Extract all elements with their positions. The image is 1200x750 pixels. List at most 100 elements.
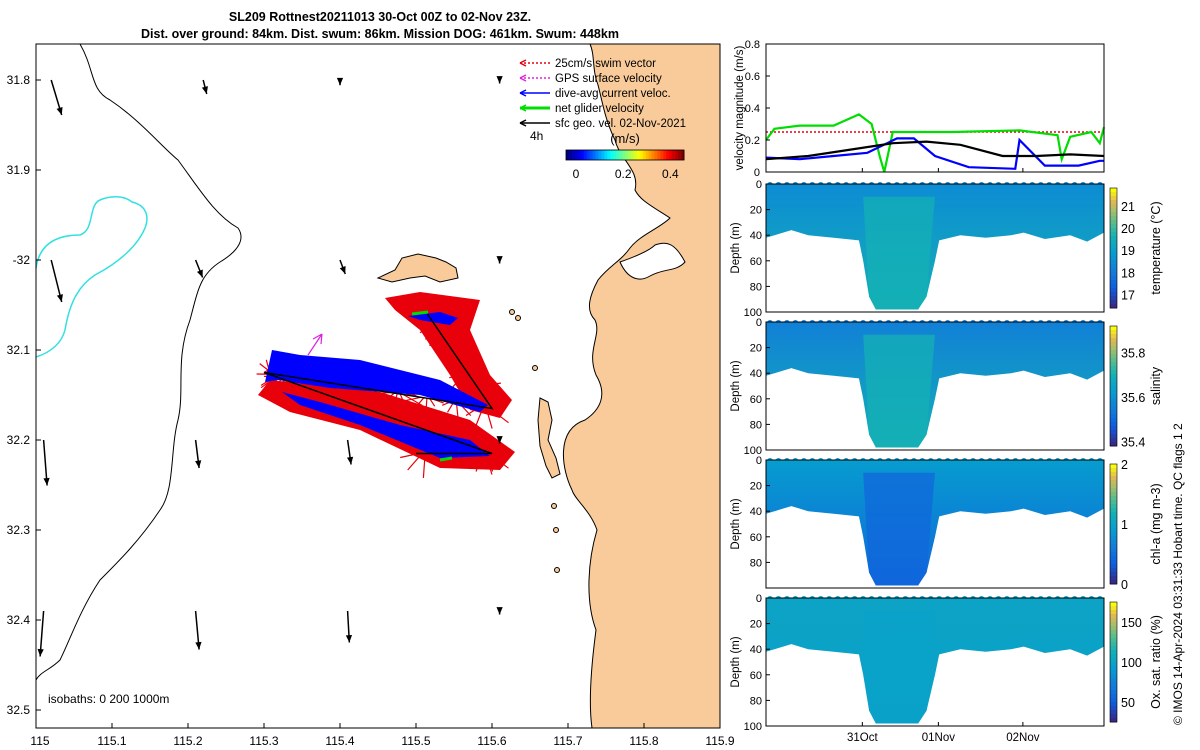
oxygen-colorbar-cell	[1110, 658, 1117, 663]
map-y-tick-label: 32.3	[7, 523, 31, 537]
salinity-sample-dot	[885, 320, 892, 326]
oxygen-sample-dot	[995, 596, 1002, 602]
temperature-colorbar-tick-label: 18	[1121, 266, 1135, 280]
legend-swatch-arrowhead	[519, 74, 527, 82]
chla-sample-dot	[1088, 458, 1095, 464]
temperature-colorbar-cell	[1110, 236, 1117, 241]
temperature-sample-dot	[970, 182, 977, 188]
salinity-sample-dot	[851, 320, 858, 326]
chla-colorbar-cell	[1110, 548, 1117, 553]
map-colorbar-cell	[651, 150, 655, 160]
salinity-colorbar-cell	[1110, 438, 1117, 443]
temperature-y-axis-label: Depth (m)	[730, 222, 742, 273]
temperature-colorbar-cell	[1110, 200, 1117, 205]
chla-colorbar-cell	[1110, 512, 1117, 517]
temperature-sample-dot	[1063, 182, 1070, 188]
oxygen-colorbar-cell	[1110, 698, 1117, 703]
map-x-tick-label: 115.8	[629, 734, 658, 748]
oxygen-colorbar-cell	[1110, 642, 1117, 647]
chla-colorbar-cell	[1110, 568, 1117, 573]
chart-title-line1: SL209 Rottnest20211013 30-Oct 00Z to 02-…	[228, 10, 532, 24]
map-colorbar-cell	[622, 150, 626, 160]
geo-velocity-arrowhead	[195, 460, 202, 468]
current-velocity-band	[282, 392, 490, 458]
chla-colorbar-cell	[1110, 484, 1117, 489]
geo-velocity-arrowhead	[496, 436, 503, 444]
chla-sample-dot	[936, 458, 943, 464]
chla-sample-dot	[995, 458, 1002, 464]
map-colorbar-cell	[663, 150, 667, 160]
oxygen-colorbar-cell	[1110, 654, 1117, 659]
salinity-frame	[765, 321, 1105, 451]
oxygen-sample-dot	[868, 596, 875, 602]
chla-sample-dot	[902, 458, 909, 464]
geo-velocity-arrowhead	[56, 294, 63, 302]
chla-sample-dot	[851, 458, 858, 464]
chla-sample-dot	[919, 458, 926, 464]
salinity-trough-area	[863, 334, 935, 448]
geo-velocity-arrowhead	[339, 266, 346, 274]
map-colorbar-cell	[592, 150, 596, 160]
chla-sample-dot	[1012, 458, 1019, 464]
geo-velocity-arrowhead	[195, 641, 202, 650]
temperature-colorbar-cell	[1110, 196, 1117, 201]
oxygen-sample-dot	[885, 596, 892, 602]
velocity-background	[766, 44, 1104, 172]
salinity-colorbar-cell	[1110, 390, 1117, 395]
chla-colorbar-cell	[1110, 564, 1117, 569]
salinity-colorbar-cell	[1110, 398, 1117, 403]
glider-track-line	[263, 313, 494, 455]
map-y-tick-label: -32	[13, 253, 31, 267]
map-colorbar-cell	[672, 150, 676, 160]
oxygen-sample-dot	[1029, 596, 1036, 602]
chla-colorbar-cell	[1110, 508, 1117, 513]
time-x-tick-label: 01Nov	[922, 732, 955, 744]
chla-sample-dot	[868, 458, 875, 464]
temperature-sample-dot	[1071, 182, 1078, 188]
temperature-sample-dot	[936, 182, 943, 188]
chla-sample-dot	[970, 458, 977, 464]
salinity-sample-dot	[792, 320, 799, 326]
chla-colorbar-cell	[1110, 468, 1117, 473]
temperature-colorbar-cell	[1110, 256, 1117, 261]
oxygen-colorbar-cell	[1110, 602, 1117, 607]
salinity-colorbar-cell	[1110, 426, 1117, 431]
salinity-colorbar-cell	[1110, 382, 1117, 387]
temperature-colorbar-cell	[1110, 232, 1117, 237]
salinity-sample-dot	[783, 320, 790, 326]
chla-colorbar-cell	[1110, 556, 1117, 561]
chla-y-axis-label: Depth (m)	[730, 498, 742, 549]
oxygen-sample-dot	[792, 596, 799, 602]
velocity-series-line	[765, 140, 1105, 161]
map-colorbar-cell	[568, 150, 573, 160]
temperature-sample-dot	[834, 182, 841, 188]
map-x-tick-label: 115.7	[553, 734, 582, 748]
temperature-sample-dot	[817, 182, 824, 188]
map-colorbar-cell	[586, 150, 591, 160]
chla-sample-dot	[978, 458, 985, 464]
oxygen-y-tick-label: 60	[750, 670, 762, 682]
chla-y-tick-label: 20	[750, 481, 762, 493]
map-x-tick-label: 115.6	[477, 734, 506, 748]
geo-velocity-arrowhead	[496, 76, 503, 84]
map-colorbar-cell	[636, 150, 641, 160]
chla-colorbar-cell	[1110, 520, 1117, 525]
salinity-colorbar-cell	[1110, 414, 1117, 419]
map-colorbar-label: (m/s)	[610, 131, 640, 146]
oxygen-sample-dot	[936, 596, 943, 602]
salinity-colorbar-cell	[1110, 370, 1117, 375]
oxygen-y-axis-label: Depth (m)	[730, 636, 742, 687]
legend-label: sfc geo. vel. 02-Nov-2021	[555, 118, 686, 130]
temperature-data-area	[766, 184, 1104, 310]
chla-sample-dot	[1054, 458, 1061, 464]
salinity-y-tick-label: 100	[744, 445, 762, 457]
temperature-colorbar-cell	[1110, 296, 1117, 301]
velocity-series-line	[765, 113, 1106, 173]
legend-label: net glider velocity	[555, 103, 644, 115]
temperature-sample-dot	[1080, 182, 1087, 188]
chla-sample-dot	[1029, 458, 1036, 464]
chla-colorbar-tick-label: 2	[1121, 458, 1128, 472]
map-y-tick-label: 31.8	[7, 73, 31, 87]
salinity-colorbar-cell	[1110, 422, 1117, 427]
salinity-y-axis-label: Depth (m)	[730, 360, 742, 411]
